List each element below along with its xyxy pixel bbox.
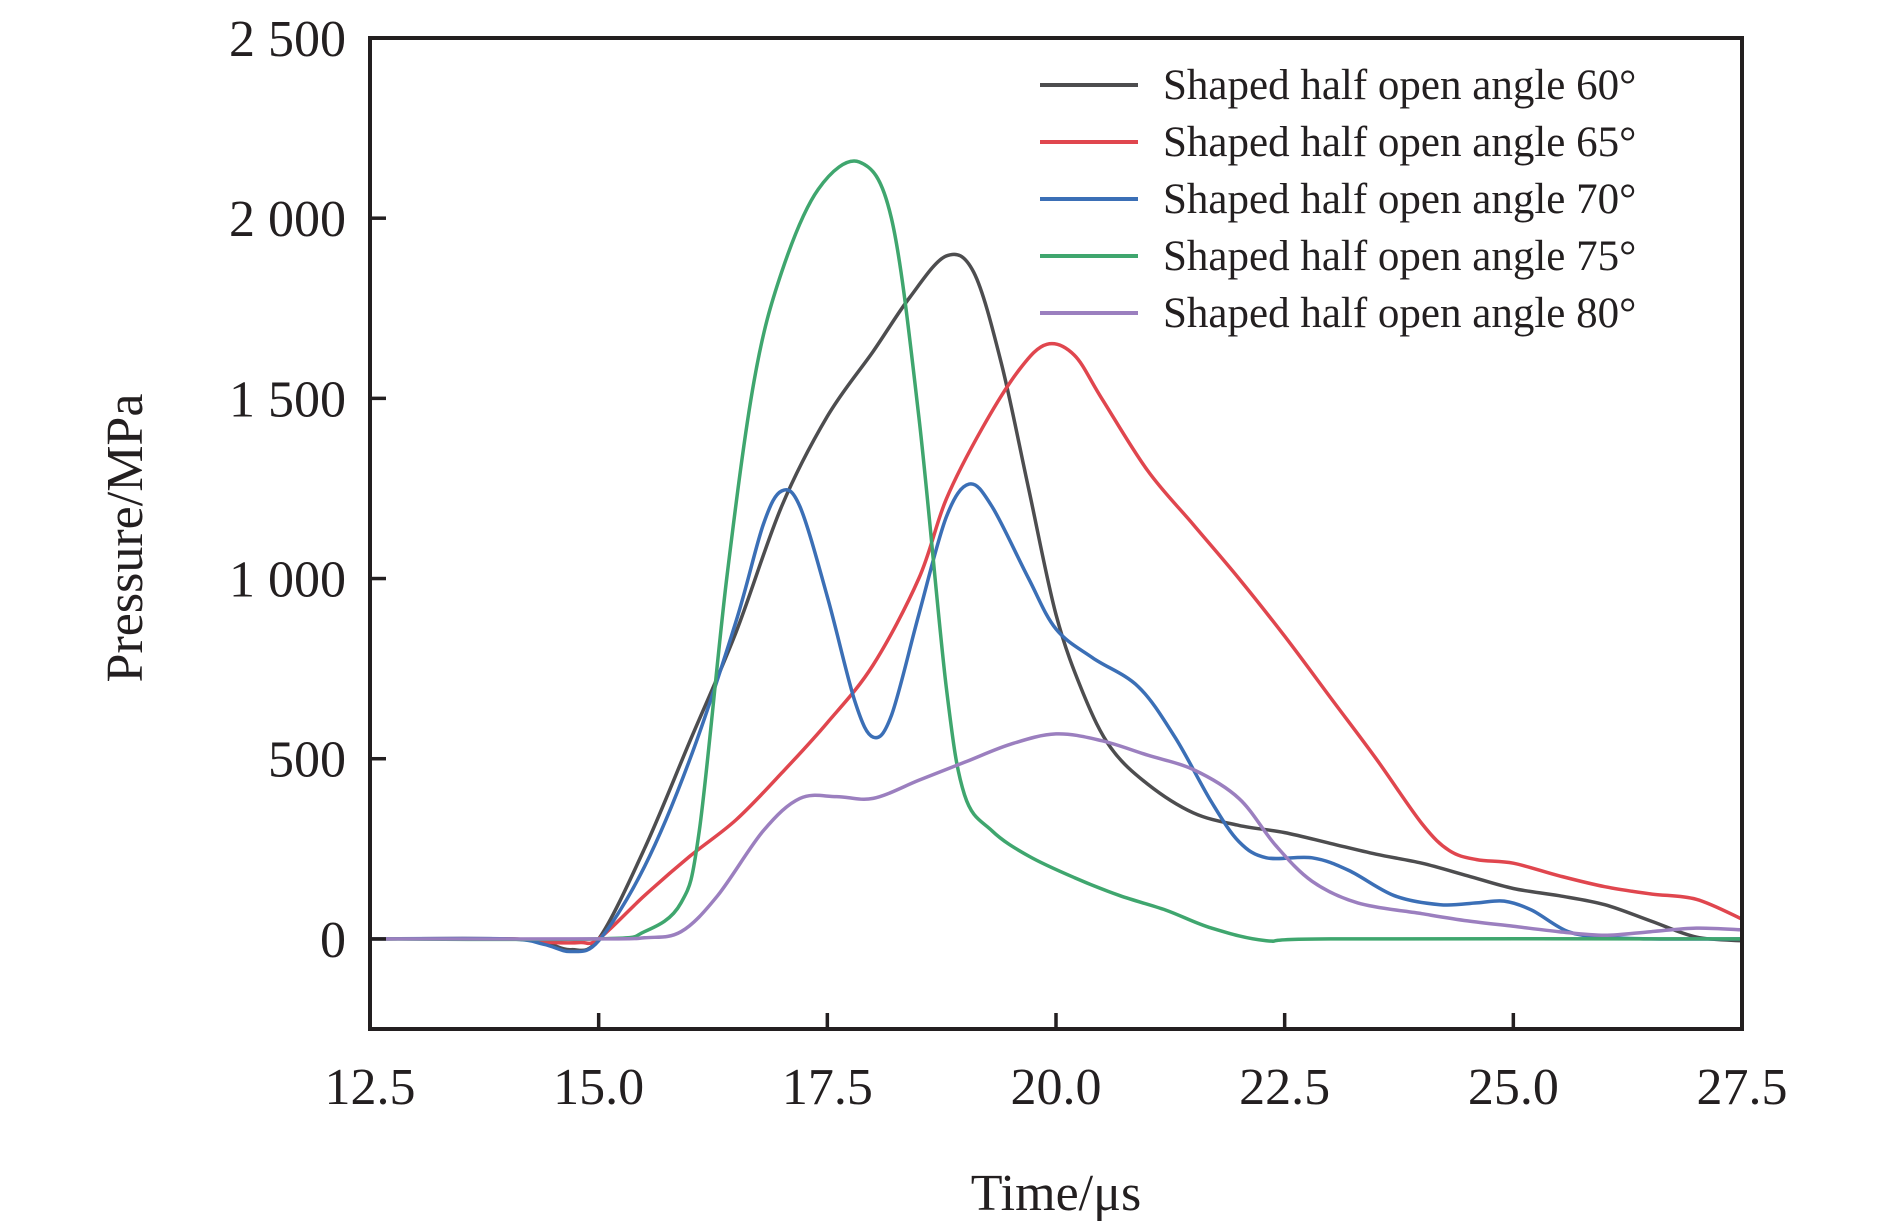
x-tick-label: 20.0: [1011, 1059, 1102, 1116]
legend: Shaped half open angle 60° Shaped half op…: [1040, 62, 1636, 337]
legend-item: Shaped half open angle 80°: [1040, 290, 1636, 337]
series-line-3: [372, 482, 1740, 954]
y-axis: 0 500 1 000 1 500 2 000 2 500: [229, 11, 386, 969]
legend-label: Shaped half open angle 65°: [1163, 119, 1636, 166]
series-line-4: [372, 159, 1740, 943]
legend-item: Shaped half open angle 65°: [1040, 119, 1636, 166]
x-axis: 12.5 15.0 17.5 20.0 22.5 25.0 27.5: [325, 1013, 1788, 1116]
x-tick-label: 17.5: [782, 1059, 873, 1116]
x-tick-label: 15.0: [553, 1059, 644, 1116]
legend-label: Shaped half open angle 80°: [1163, 290, 1636, 337]
legend-item: Shaped half open angle 75°: [1040, 233, 1636, 280]
y-tick-label: 1 000: [229, 552, 346, 609]
x-axis-title: Time/μs: [971, 1165, 1141, 1222]
series-layer: [372, 159, 1740, 954]
x-tick-label: 22.5: [1239, 1059, 1330, 1116]
x-tick-label: 12.5: [325, 1059, 416, 1116]
legend-item: Shaped half open angle 70°: [1040, 176, 1636, 223]
legend-item: Shaped half open angle 60°: [1040, 62, 1636, 109]
y-tick-label: 0: [320, 912, 346, 969]
x-tick-label: 25.0: [1468, 1059, 1559, 1116]
y-tick-label: 2 500: [229, 11, 346, 68]
x-tick-label: 27.5: [1697, 1059, 1788, 1116]
legend-label: Shaped half open angle 70°: [1163, 176, 1636, 223]
series-line-1: [372, 252, 1740, 953]
y-axis-title: Pressure/MPa: [97, 394, 154, 683]
y-tick-label: 1 500: [229, 371, 346, 428]
legend-label: Shaped half open angle 75°: [1163, 233, 1636, 280]
y-tick-label: 500: [268, 732, 346, 789]
series-line-2: [372, 341, 1740, 946]
legend-label: Shaped half open angle 60°: [1163, 62, 1636, 109]
y-tick-label: 2 000: [229, 191, 346, 248]
series-line-5: [372, 732, 1740, 941]
